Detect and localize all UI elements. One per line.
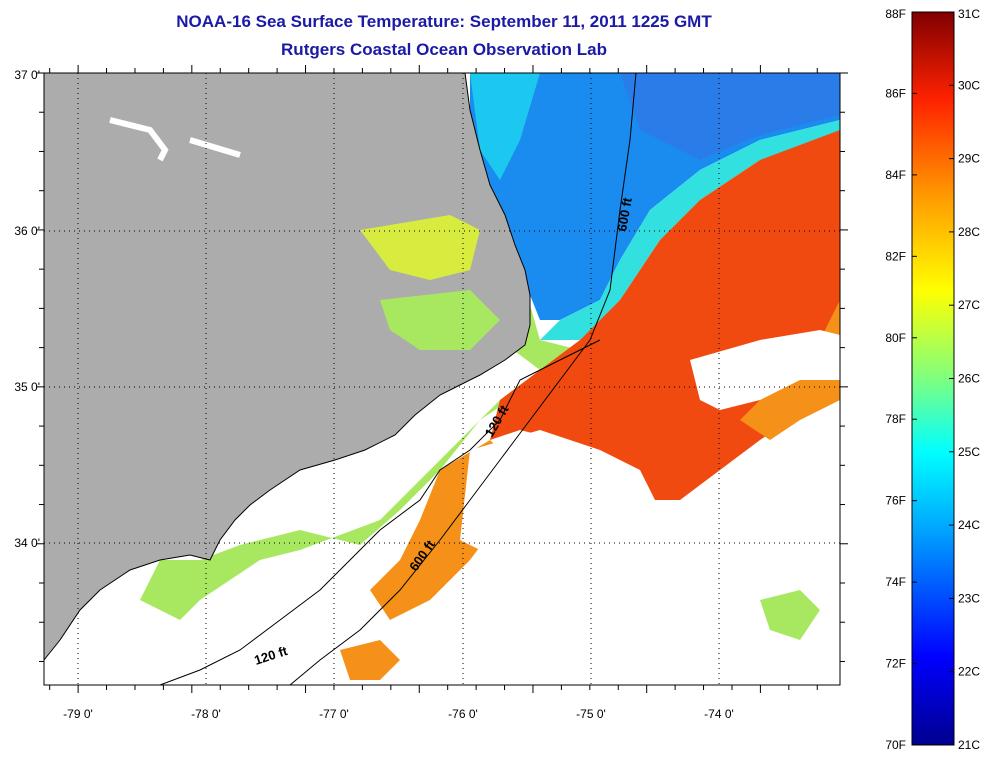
lon-tick-label: -75 0' (576, 707, 606, 721)
lon-tick-label: -74 0' (704, 707, 734, 721)
colorbar-c-labels: 31C 30C 29C 28C 27C 26C 25C 24C 23C 22C 21C (949, 7, 980, 752)
land-mass (44, 73, 530, 660)
frame-ticks (36, 65, 848, 693)
lon-tick-label: -78 0' (191, 707, 221, 721)
contour-600-north: 600 ft (614, 196, 635, 233)
colorbar-gradient (911, 11, 955, 746)
lat-tick-label: 34 0' (14, 536, 40, 550)
colorbar-c-label: 28C (958, 225, 980, 239)
lon-tick-label: -79 0' (63, 707, 93, 721)
colorbar-f-label: 70F (885, 738, 906, 752)
colorbar: 88F 86F 84F 82F 80F 78F 76F 74F 72F 70F 31C 30C 29C… (885, 7, 980, 752)
colorbar-f-label: 84F (885, 168, 906, 182)
colorbar-f-label: 88F (885, 7, 906, 21)
map-panel: 600 ft 120 ft 600 ft 120 ft (44, 73, 840, 685)
isobath-600ft (289, 73, 637, 685)
colorbar-c-label: 26C (958, 372, 980, 386)
colorbar-c-label: 27C (958, 298, 980, 312)
sst-cold-core (620, 73, 840, 160)
colorbar-c-label: 31C (958, 7, 980, 21)
pamlico-sound (380, 290, 500, 350)
colorbar-c-label: 30C (958, 78, 980, 92)
colorbar-f-label: 72F (885, 657, 906, 671)
colorbar-f-label: 76F (885, 494, 906, 508)
colorbar-c-label: 22C (958, 665, 980, 679)
colorbar-f-label: 74F (885, 575, 906, 589)
map-frame (43, 72, 841, 686)
isobath-120ft (159, 339, 601, 685)
graticule (44, 73, 840, 685)
sst-patch-s (340, 640, 400, 680)
map-subtitle: Rutgers Coastal Ocean Observation Lab (281, 40, 607, 59)
latitude-axis: 37 0' 36 0' 35 0' 34 0' (14, 68, 40, 550)
sst-cyan-band (540, 120, 840, 340)
inland-lakes (109, 117, 241, 162)
lon-tick-label: -76 0' (448, 707, 478, 721)
sst-patch-se (760, 590, 820, 640)
colorbar-c-label: 23C (958, 591, 980, 605)
colorbar-c-label: 29C (958, 152, 980, 166)
colorbar-c-label: 24C (958, 518, 980, 532)
lat-tick-label: 35 0' (14, 380, 40, 394)
colorbar-f-label: 80F (885, 331, 906, 345)
colorbar-f-label: 82F (885, 249, 906, 263)
lat-tick-label: 37 0' (14, 68, 40, 82)
cloud-patch-south (460, 430, 660, 560)
map-title: NOAA-16 Sea Surface Temperature: Septemb… (176, 12, 712, 31)
cloud-patch-east (690, 330, 840, 410)
longitude-axis: -79 0' -78 0' -77 0' -76 0' -75 0' -74 0… (63, 707, 734, 721)
sst-nearshore-cyan (470, 73, 540, 180)
colorbar-f-label: 86F (885, 86, 906, 100)
colorbar-f-labels: 88F 86F 84F 82F 80F 78F 76F 74F 72F 70F (885, 7, 917, 752)
colorbar-c-label: 21C (958, 738, 980, 752)
lon-tick-label: -77 0' (319, 707, 349, 721)
colorbar-f-label: 78F (885, 412, 906, 426)
lat-tick-label: 36 0' (14, 224, 40, 238)
colorbar-c-label: 25C (958, 445, 980, 459)
coastline (44, 73, 531, 661)
